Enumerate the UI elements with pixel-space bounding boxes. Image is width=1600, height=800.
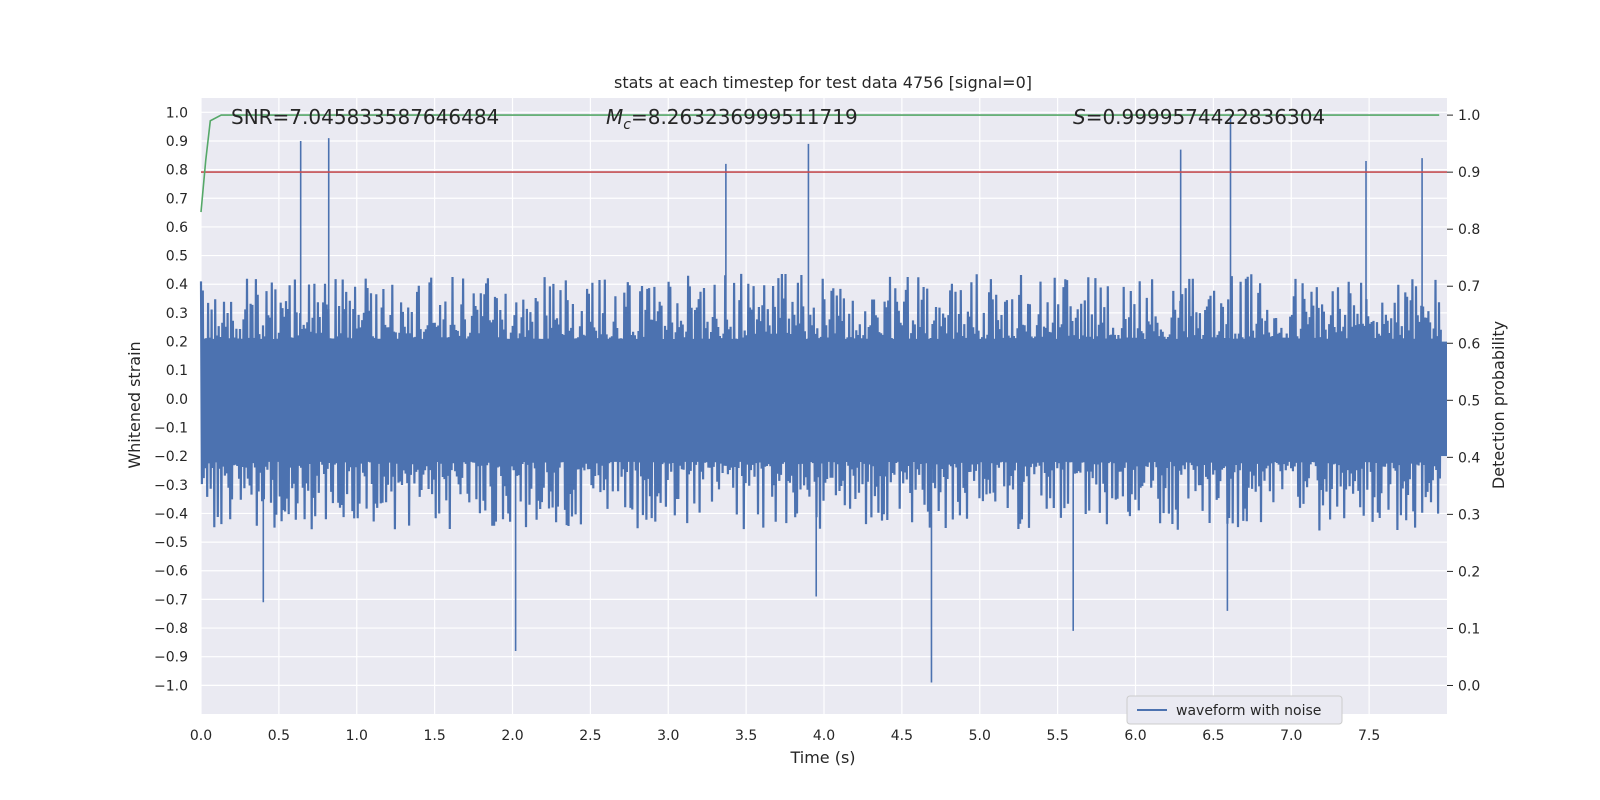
y-tick-label: 0.7	[166, 191, 188, 207]
y-tick-label: 0.0	[166, 392, 188, 408]
y2-tick-label: 0.7	[1458, 279, 1480, 295]
waveform-core	[201, 341, 1447, 457]
y2-tick-label: 0.6	[1458, 336, 1480, 352]
y-axis-label: Whitened strain	[125, 341, 144, 468]
x-tick-label: 5.0	[969, 728, 991, 744]
y2-tick-label: 0.4	[1458, 450, 1480, 466]
detection-probability-line	[200, 114, 1440, 213]
y-axis-ticks: 1.0 0.9 0.8 0.7 0.6 0.5 0.4 0.3 0.2 0.1 0.0 −0.1 −0.…	[154, 105, 188, 694]
legend-entry: waveform with noise	[1176, 703, 1321, 719]
mc-symbol: M	[606, 105, 623, 129]
x-tick-label: 3.0	[657, 728, 679, 744]
y-tick-label: −0.4	[154, 506, 188, 522]
y-tick-label: 0.1	[166, 363, 188, 379]
y2-tick-label: 1.0	[1458, 108, 1480, 124]
snr-annotation: SNR=7.045833587646484	[231, 105, 499, 129]
y-tick-label: 0.6	[166, 220, 188, 236]
s-value: =0.9999574422836304	[1086, 105, 1325, 129]
s-annotation: S=0.9999574422836304	[1073, 105, 1325, 129]
mc-subscript: c	[623, 117, 631, 133]
y-tick-label: −0.3	[154, 478, 188, 494]
x-tick-label: 2.0	[501, 728, 523, 744]
y-tick-label: 0.8	[166, 163, 188, 179]
y-tick-label: 0.4	[166, 277, 188, 293]
mc-value: =8.263236999511719	[631, 105, 858, 129]
y2-axis-ticks: 1.0 0.9 0.8 0.7 0.6 0.5 0.4 0.3 0.2 0.1 0.0	[1447, 108, 1480, 694]
x-tick-label: 7.5	[1358, 728, 1380, 744]
y-tick-label: −0.2	[154, 449, 188, 465]
y-tick-label: −1.0	[154, 678, 188, 694]
x-tick-label: 4.5	[891, 728, 913, 744]
legend-box	[1126, 695, 1343, 725]
y-tick-label: 1.0	[166, 105, 188, 121]
y-tick-label: 0.9	[166, 134, 188, 150]
x-tick-label: 5.5	[1046, 728, 1068, 744]
s-symbol: S	[1073, 105, 1086, 129]
x-tick-label: 6.5	[1202, 728, 1224, 744]
x-axis-ticks: 0.0 0.5 1.0 1.5 2.0 2.5 3.0 3.5 4.0 4.5 5.0 5.5 6.0 6…	[190, 728, 1380, 744]
x-tick-label: 2.5	[579, 728, 601, 744]
x-tick-label: 1.0	[346, 728, 368, 744]
y-tick-label: 0.5	[166, 249, 188, 265]
y-tick-label: −0.7	[154, 592, 188, 608]
x-tick-label: 1.5	[423, 728, 445, 744]
y-tick-label: −0.1	[154, 420, 188, 436]
waveform-series	[199, 115, 1447, 683]
y-tick-label: −0.6	[154, 564, 188, 580]
chart-title: stats at each timestep for test data 475…	[614, 73, 1032, 92]
y2-tick-label: 0.2	[1458, 564, 1480, 580]
y2-tick-label: 0.9	[1458, 165, 1480, 181]
x-tick-label: 3.5	[735, 728, 757, 744]
x-tick-label: 4.0	[813, 728, 835, 744]
y2-tick-label: 0.5	[1458, 393, 1480, 409]
chirp-mass-annotation: Mc=8.263236999511719	[606, 105, 858, 133]
probability-lines	[200, 114, 1447, 213]
y-tick-label: −0.5	[154, 535, 188, 551]
y2-tick-label: 0.8	[1458, 222, 1480, 238]
x-tick-label: 7.0	[1280, 728, 1302, 744]
y-tick-label: −0.8	[154, 621, 188, 637]
y2-tick-label: 0.1	[1458, 621, 1480, 637]
legend: waveform with noise	[1126, 695, 1343, 725]
y-tick-label: 0.2	[166, 335, 188, 351]
y2-tick-label: 0.3	[1458, 507, 1480, 523]
x-tick-label: 0.5	[268, 728, 290, 744]
y-tick-label: −0.9	[154, 650, 188, 666]
x-tick-label: 6.0	[1124, 728, 1146, 744]
x-tick-label: 0.0	[190, 728, 212, 744]
y-tick-label: 0.3	[166, 306, 188, 322]
y2-axis-label: Detection probability	[1489, 321, 1508, 489]
y2-tick-label: 0.0	[1458, 678, 1480, 694]
x-axis-label: Time (s)	[789, 748, 855, 767]
